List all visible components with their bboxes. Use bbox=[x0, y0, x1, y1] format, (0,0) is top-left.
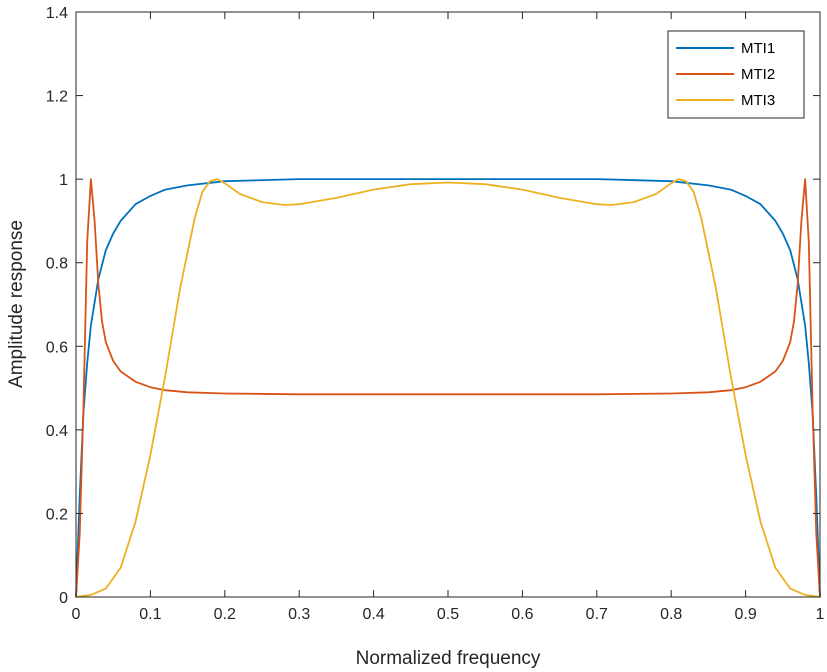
y-tick-label: 0.2 bbox=[46, 506, 68, 523]
y-tick-label: 1 bbox=[59, 172, 68, 189]
x-axis-label: Normalized frequency bbox=[356, 648, 541, 669]
x-tick-label: 0.2 bbox=[214, 606, 236, 623]
x-tick-label: 0.3 bbox=[288, 606, 310, 623]
y-axis-label: Amplitude response bbox=[6, 220, 27, 388]
x-tick-label: 0.4 bbox=[362, 606, 384, 623]
x-tick-label: 0.5 bbox=[437, 606, 459, 623]
x-tick-label: 0.9 bbox=[734, 606, 756, 623]
y-tick-label: 0.4 bbox=[46, 423, 68, 440]
legend-label-mti2: MTI2 bbox=[741, 66, 775, 83]
y-tick-label: 0.8 bbox=[46, 256, 68, 273]
legend: MTI1 MTI2 MTI3 bbox=[667, 30, 805, 119]
x-tick-label: 0.7 bbox=[586, 606, 608, 623]
y-tick-label: 0 bbox=[59, 590, 68, 607]
x-tick-label: 0.8 bbox=[660, 606, 682, 623]
series-line-mti2 bbox=[75, 178, 821, 598]
x-tick-label: 0.6 bbox=[511, 606, 533, 623]
axes-layer: 0 0.1 0.2 0.3 0.4 0.5 0.6 0.7 0.8 0.9 1 0 0.2 0.4 0.6 0… bbox=[46, 5, 825, 623]
x-tick-label: 1 bbox=[816, 606, 825, 623]
x-tick-label: 0.1 bbox=[139, 606, 161, 623]
legend-label-mti1: MTI1 bbox=[741, 40, 775, 57]
series-layer bbox=[75, 178, 821, 598]
series-line-mti3 bbox=[75, 178, 821, 598]
x-tick-label: 0 bbox=[72, 606, 81, 623]
legend-label-mti3: MTI3 bbox=[741, 92, 775, 109]
y-tick-label: 1.2 bbox=[46, 89, 68, 106]
y-tick-label: 1.4 bbox=[46, 5, 68, 22]
series-line-mti1 bbox=[75, 178, 821, 598]
y-tick-label: 0.6 bbox=[46, 339, 68, 356]
